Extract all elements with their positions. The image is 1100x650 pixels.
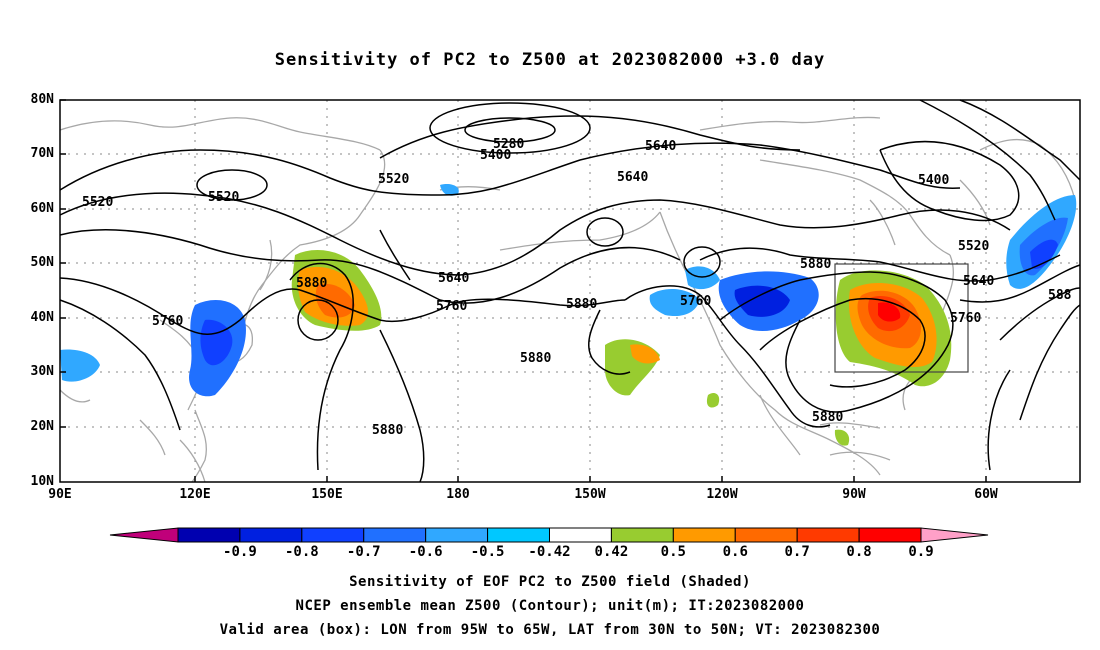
contour-label: 5880 (520, 351, 551, 366)
contour-label: 5520 (82, 195, 113, 210)
colorbar-cell (858, 527, 922, 543)
lon-label: 90E (48, 487, 72, 502)
axis-ticks (60, 99, 987, 482)
contour-label: 5760 (950, 311, 981, 326)
contour-label: 5880 (812, 410, 843, 425)
contour-label: 5640 (963, 274, 994, 289)
colorbar-cell (734, 527, 798, 543)
contour-label: 5400 (480, 148, 511, 163)
colorbar-cell (549, 527, 612, 543)
colorbar-tick-label: -0.7 (346, 544, 381, 560)
colorbar-cell (610, 527, 674, 543)
colorbar-tick-label: -0.9 (223, 544, 257, 560)
lat-label: 10N (30, 474, 54, 489)
contour-label: 5520 (958, 239, 989, 254)
lat-label: 40N (30, 310, 54, 325)
footer-line-1: Sensitivity of EOF PC2 to Z500 field (Sh… (349, 574, 751, 590)
colorbar-tick-label: 0.6 (722, 544, 748, 560)
plot-frame (59, 99, 1081, 483)
colorbar-tick-label: -0.6 (408, 544, 443, 560)
contour-label: 5760 (680, 294, 711, 309)
z500-contours (59, 99, 1081, 483)
map-title: Sensitivity of PC2 to Z500 at 2023082000… (274, 50, 826, 70)
colorbar-tick-label: 0.8 (846, 544, 872, 560)
colorbar-tick-label: 0.9 (908, 544, 934, 560)
contour-label: 5520 (208, 190, 239, 205)
colorbar-cell (425, 527, 489, 543)
lat-label: 20N (30, 419, 54, 434)
contour-label: 5520 (378, 172, 409, 187)
lat-label: 80N (30, 92, 54, 107)
lon-label: 60W (974, 487, 998, 502)
lat-label: 70N (30, 146, 54, 161)
colorbar-cell (301, 527, 365, 543)
colorbar-tick-label: -0.8 (284, 544, 319, 560)
lon-label: 180 (446, 487, 470, 502)
contour-label: 5760 (152, 314, 183, 329)
lon-label: 120W (706, 487, 738, 502)
contour-label: 5280 (493, 137, 524, 152)
plot-area: 5280 5400 5520 5520 5640 5520 5640 5400 … (59, 99, 1081, 483)
colorbar (109, 527, 989, 543)
contour-label: 5640 (438, 271, 469, 286)
colorbar-cell (796, 527, 860, 543)
sensitivity-shading (60, 184, 1077, 446)
colorbar-high-arrow (920, 527, 989, 543)
colorbar-cell (177, 527, 241, 543)
contour-labels: 5280 5400 5520 5520 5640 5520 5640 5400 … (82, 137, 1072, 438)
lat-label: 60N (30, 201, 54, 216)
colorbar-tick-label: 0.42 (594, 544, 629, 560)
contour-label: 5400 (918, 173, 949, 188)
footer-line-3: Valid area (box): LON from 95W to 65W, L… (219, 622, 881, 638)
colorbar-cell (487, 527, 551, 543)
colorbar-tick-label: -0.42 (528, 544, 571, 560)
colorbar-cell (363, 527, 427, 543)
contour-label: 5760 (436, 299, 467, 314)
contour-label: 5880 (372, 423, 403, 438)
footer-line-2: NCEP ensemble mean Z500 (Contour); unit(… (295, 598, 805, 614)
lat-label: 50N (30, 255, 54, 270)
colorbar-tick-label: 0.7 (784, 544, 810, 560)
colorbar-low-arrow (109, 527, 179, 543)
lon-label: 120E (179, 487, 211, 502)
lon-label: 90W (842, 487, 866, 502)
colorbar-cell (239, 527, 303, 543)
contour-label: 5880 (800, 257, 831, 272)
colorbar-cell (672, 527, 736, 543)
colorbar-tick-label: -0.5 (470, 544, 505, 560)
lat-label: 30N (30, 364, 54, 379)
lon-label: 150W (574, 487, 606, 502)
contour-label: 588 (1048, 288, 1072, 303)
contour-label: 5880 (296, 276, 327, 291)
contour-label: 5640 (617, 170, 648, 185)
colorbar-tick-label: 0.5 (660, 544, 686, 560)
contour-label: 5880 (566, 297, 597, 312)
lon-label: 150E (311, 487, 343, 502)
contour-label: 5640 (645, 139, 676, 154)
